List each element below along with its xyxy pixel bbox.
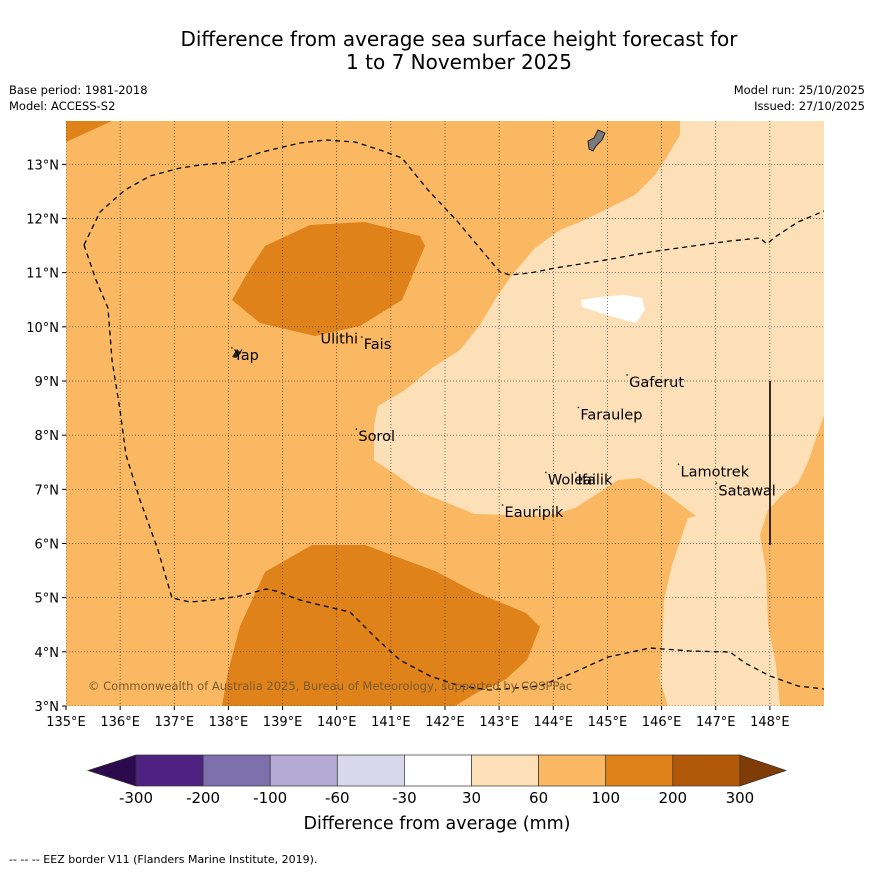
colorbar-tick-label: -300	[118, 789, 154, 807]
place-label-gaferut: Gaferut	[629, 375, 684, 391]
x-tick-label: 146°E	[642, 715, 682, 730]
anomaly-region-30-60	[374, 121, 824, 706]
title-line-1: Difference from average sea surface heig…	[180, 27, 738, 51]
x-tick-label: 138°E	[209, 715, 249, 730]
guam-island	[587, 129, 606, 152]
eez-footnote: -- -- -- EEZ border V11 (Flanders Marine…	[9, 853, 318, 866]
y-tick-label: 3°N	[35, 700, 60, 715]
place-label-faraulep: Faraulep	[580, 408, 642, 424]
place-label-ulithi: Ulithi	[320, 332, 358, 348]
place-label-eauripik: Eauripik	[505, 505, 564, 521]
eez-border-west	[83, 139, 824, 276]
place-marker	[626, 374, 628, 376]
colorbar-swatch	[471, 754, 539, 787]
colorbar-under-triangle	[86, 754, 137, 787]
colorbar-tick-label: -100	[253, 789, 288, 807]
x-tick-label: 143°E	[479, 715, 519, 730]
place-label-ifalik: Ifalik	[578, 473, 613, 489]
place-marker	[317, 330, 320, 333]
y-tick-label: 4°N	[35, 646, 60, 661]
colorbar-swatch	[135, 754, 204, 787]
colorbar-tick-label: 300	[725, 789, 755, 807]
anomaly-region-100-200-north	[232, 222, 425, 336]
x-axis-ticks: 135°E 136°E 137°E 138°E 139°E 140°E 141°E 142°E…	[46, 706, 790, 730]
yap-island	[232, 349, 241, 358]
x-tick-label: 142°E	[425, 715, 465, 730]
x-tick-label: 147°E	[696, 715, 736, 730]
colorbar-title: Difference from average (mm)	[303, 814, 571, 834]
x-tick-label: 137°E	[155, 715, 195, 730]
colorbar-swatch	[336, 754, 405, 787]
place-marker	[577, 406, 580, 409]
graticule	[66, 121, 824, 706]
x-tick-label: 136°E	[100, 715, 140, 730]
place-marker	[544, 471, 547, 474]
place-label-yap: Yap	[233, 348, 259, 364]
colorbar-tick-label: -200	[186, 789, 221, 807]
map-area: © Commonwealth of Australia 2025, Bureau…	[66, 121, 824, 706]
colorbar-tick-label: -60	[325, 789, 350, 807]
colorbar-tick-label: -30	[392, 789, 417, 807]
place-marker	[715, 482, 718, 485]
x-tick-label: 140°E	[317, 715, 357, 730]
title-line-2: 1 to 7 November 2025	[346, 50, 572, 74]
y-axis-ticks: 3°N 4°N 5°N 6°N 7°N 8°N 9°N 10°N 11°N 12°N 13°N	[26, 158, 66, 715]
colorbar-tick-label: 100	[591, 789, 620, 807]
colorbar-swatch	[202, 754, 271, 787]
place-label-woleai: Woleai	[548, 473, 596, 489]
model-name: Model: ACCESS-S2	[9, 99, 116, 113]
copyright-text: © Commonwealth of Australia 2025, Bureau…	[88, 679, 572, 693]
place-label-satawal: Satawal	[718, 483, 775, 499]
meta-left: Base period: 1981-2018 Model: ACCESS-S2	[9, 82, 148, 114]
place-label-sorol: Sorol	[358, 429, 395, 445]
y-tick-label: 11°N	[26, 267, 59, 282]
y-tick-label: 7°N	[35, 483, 60, 498]
x-tick-label: 145°E	[588, 715, 628, 730]
colorbar-tick-label: 60	[529, 789, 549, 807]
y-tick-label: 13°N	[26, 158, 59, 173]
place-labels: Yap Ulithi Fais Sorol Gaferut Faraulep WoleaiI…	[230, 330, 776, 521]
y-tick-label: 6°N	[35, 538, 60, 553]
colorbar	[86, 754, 788, 787]
x-tick-label: 135°E	[46, 715, 86, 730]
colorbar-swatch	[404, 754, 472, 787]
anomaly-region-neutral	[581, 295, 645, 323]
x-tick-label: 139°E	[263, 715, 303, 730]
place-label-fais: Fais	[364, 337, 391, 353]
place-marker	[230, 347, 233, 349]
y-tick-label: 9°N	[35, 375, 60, 390]
x-tick-label: 148°E	[750, 715, 790, 730]
place-marker	[677, 463, 680, 466]
colorbar-swatch	[605, 754, 674, 787]
anomaly-region-100-200-south	[222, 545, 540, 706]
anomaly-region-100-200-corner	[66, 121, 112, 142]
colorbar-swatch	[538, 754, 607, 787]
place-marker	[355, 428, 358, 431]
y-tick-label: 5°N	[35, 592, 60, 607]
y-tick-label: 8°N	[35, 429, 60, 444]
eez-border-south	[83, 244, 824, 691]
issued-date: Issued: 27/10/2025	[754, 99, 865, 113]
y-tick-label: 10°N	[26, 321, 59, 336]
place-marker	[574, 471, 577, 474]
chart-title: Difference from average sea surface heig…	[90, 28, 828, 74]
place-marker	[501, 504, 504, 506]
meta-right: Model run: 25/10/2025 Issued: 27/10/2025	[734, 82, 865, 114]
y-tick-label: 12°N	[26, 213, 59, 228]
colorbar-swatch	[672, 754, 741, 787]
base-period: Base period: 1981-2018	[9, 83, 148, 97]
place-marker	[360, 336, 363, 338]
place-label-lamotrek: Lamotrek	[681, 464, 750, 480]
x-tick-label: 141°E	[371, 715, 411, 730]
colorbar-swatch	[269, 754, 338, 787]
colorbar-tick-label: 200	[658, 789, 688, 807]
colorbar-over-triangle	[739, 754, 788, 787]
colorbar-tick-label: 30	[461, 789, 482, 807]
x-tick-label: 144°E	[534, 715, 574, 730]
model-run: Model run: 25/10/2025	[733, 83, 865, 97]
